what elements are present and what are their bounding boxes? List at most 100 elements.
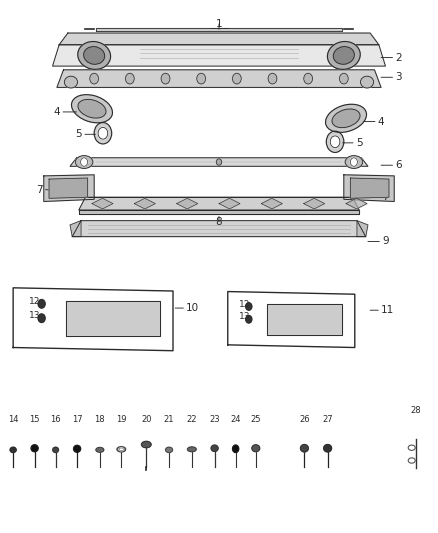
- Ellipse shape: [325, 104, 367, 132]
- Text: 7: 7: [36, 185, 57, 195]
- Polygon shape: [72, 221, 366, 237]
- Circle shape: [246, 303, 252, 310]
- Text: 13: 13: [239, 312, 250, 321]
- Text: 28: 28: [411, 406, 421, 415]
- Circle shape: [326, 131, 344, 152]
- Text: 5: 5: [75, 130, 95, 139]
- Polygon shape: [346, 198, 367, 209]
- Text: 17: 17: [72, 415, 82, 424]
- Ellipse shape: [166, 447, 173, 453]
- Circle shape: [161, 74, 170, 84]
- Ellipse shape: [141, 441, 151, 448]
- Text: 12: 12: [28, 297, 40, 306]
- Polygon shape: [53, 45, 385, 66]
- Polygon shape: [79, 210, 359, 214]
- Text: 15: 15: [29, 415, 40, 424]
- Circle shape: [246, 316, 252, 323]
- Polygon shape: [13, 288, 173, 351]
- Circle shape: [233, 74, 241, 84]
- Ellipse shape: [71, 95, 113, 123]
- Polygon shape: [70, 158, 368, 166]
- Polygon shape: [49, 178, 88, 198]
- Text: 7: 7: [368, 192, 389, 202]
- Text: 11: 11: [370, 305, 394, 315]
- Circle shape: [90, 74, 99, 84]
- Text: 5: 5: [343, 138, 363, 148]
- Ellipse shape: [345, 156, 363, 168]
- Ellipse shape: [360, 76, 374, 88]
- Polygon shape: [177, 198, 198, 209]
- Ellipse shape: [53, 447, 58, 453]
- Polygon shape: [357, 221, 368, 237]
- Text: 6: 6: [381, 160, 402, 170]
- Circle shape: [94, 123, 112, 144]
- Text: 1: 1: [215, 19, 223, 29]
- Circle shape: [81, 158, 88, 166]
- Ellipse shape: [96, 448, 104, 452]
- Text: 27: 27: [322, 415, 333, 424]
- Circle shape: [350, 158, 357, 166]
- Polygon shape: [70, 221, 81, 237]
- Text: 14: 14: [8, 415, 18, 424]
- Polygon shape: [228, 292, 355, 348]
- Text: 26: 26: [299, 415, 310, 424]
- Text: 4: 4: [53, 107, 77, 117]
- Text: 21: 21: [164, 415, 174, 424]
- Polygon shape: [79, 197, 359, 210]
- Ellipse shape: [187, 447, 196, 452]
- Ellipse shape: [74, 446, 81, 452]
- Text: 8: 8: [215, 216, 223, 227]
- Text: 10: 10: [175, 303, 199, 313]
- Text: 25: 25: [251, 415, 261, 424]
- Ellipse shape: [324, 445, 332, 452]
- Text: 16: 16: [50, 415, 61, 424]
- Polygon shape: [66, 301, 160, 336]
- Ellipse shape: [332, 109, 360, 127]
- Text: 13: 13: [28, 311, 40, 320]
- Text: 4: 4: [364, 117, 385, 126]
- Circle shape: [268, 74, 277, 84]
- Circle shape: [197, 74, 205, 84]
- Polygon shape: [350, 178, 389, 198]
- Text: 22: 22: [187, 415, 197, 424]
- Ellipse shape: [31, 445, 38, 452]
- Circle shape: [304, 74, 313, 84]
- Ellipse shape: [300, 445, 308, 452]
- Polygon shape: [219, 198, 240, 209]
- Ellipse shape: [252, 445, 260, 452]
- Ellipse shape: [328, 42, 360, 69]
- Circle shape: [38, 314, 45, 322]
- Polygon shape: [92, 198, 113, 209]
- Ellipse shape: [75, 156, 93, 168]
- Polygon shape: [261, 198, 283, 209]
- Polygon shape: [44, 175, 94, 201]
- Polygon shape: [344, 175, 394, 201]
- Text: 19: 19: [116, 415, 127, 424]
- Circle shape: [38, 300, 45, 308]
- Circle shape: [339, 74, 348, 84]
- Ellipse shape: [78, 100, 106, 118]
- Circle shape: [98, 127, 108, 139]
- Ellipse shape: [10, 447, 16, 453]
- Polygon shape: [304, 198, 325, 209]
- Polygon shape: [96, 28, 342, 31]
- Text: 12: 12: [239, 300, 250, 309]
- Text: 24: 24: [230, 415, 241, 424]
- Text: 20: 20: [141, 415, 152, 424]
- Ellipse shape: [64, 76, 78, 88]
- Ellipse shape: [233, 445, 239, 453]
- Text: 18: 18: [95, 415, 105, 424]
- Polygon shape: [57, 70, 381, 87]
- Polygon shape: [134, 198, 155, 209]
- Ellipse shape: [211, 445, 218, 451]
- Ellipse shape: [78, 42, 110, 69]
- Text: 23: 23: [209, 415, 220, 424]
- Text: 2: 2: [381, 53, 402, 62]
- Text: 9: 9: [368, 237, 389, 246]
- Ellipse shape: [84, 46, 105, 64]
- Circle shape: [216, 159, 222, 165]
- Circle shape: [330, 136, 340, 148]
- Ellipse shape: [119, 448, 124, 451]
- Text: 3: 3: [381, 72, 402, 82]
- Circle shape: [125, 74, 134, 84]
